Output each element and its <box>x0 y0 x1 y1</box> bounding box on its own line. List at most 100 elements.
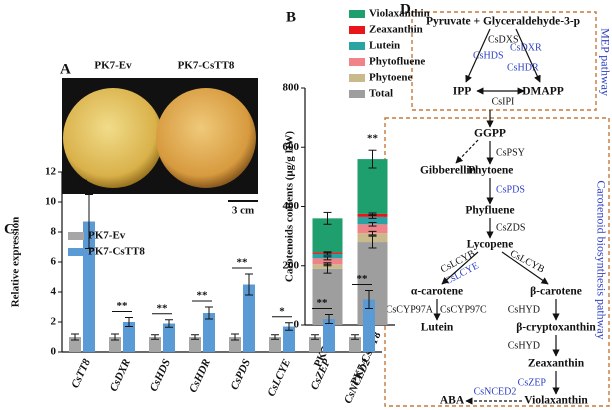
arrow <box>441 251 479 285</box>
bar <box>363 299 375 352</box>
legend-swatch <box>349 26 365 34</box>
bar <box>69 337 81 352</box>
y-tick-label: 400 <box>283 200 300 212</box>
bar <box>203 313 215 352</box>
legend-label: Total <box>369 88 393 100</box>
significance-label: * <box>279 305 285 317</box>
pathway-box <box>384 117 610 407</box>
bar <box>269 337 281 352</box>
legend-swatch <box>349 90 365 98</box>
enzyme: CsCYP97C <box>440 304 487 315</box>
y-tick-label: 0 <box>294 319 300 331</box>
photo-label: PK7-Ev <box>94 60 132 72</box>
panel-label: B <box>286 9 296 25</box>
panel-label: C <box>4 221 15 237</box>
compound: Phytoene <box>468 165 513 177</box>
enzyme: CsPDS <box>496 184 525 195</box>
bar <box>149 337 161 352</box>
bar <box>323 319 335 352</box>
bar <box>309 337 321 352</box>
enzyme: CsLCYB <box>508 248 546 275</box>
bar <box>243 284 255 352</box>
compound: Lutein <box>421 322 454 334</box>
compound: Zeaxanthin <box>528 358 585 370</box>
bar-segment <box>312 268 343 325</box>
legend-swatch <box>349 10 365 18</box>
arrow <box>465 28 491 83</box>
compound: DMAPP <box>522 86 564 98</box>
legend-label: Violaxanthin <box>369 8 430 20</box>
legend-swatch <box>349 74 365 82</box>
pathway-box <box>411 11 597 111</box>
compound: Gibberellin <box>420 165 477 177</box>
photo-label: PK7-CsTT8 <box>178 60 235 72</box>
enzyme: CsCYP97A <box>386 304 434 315</box>
x-tick-label: CsPDS <box>228 357 253 391</box>
bar <box>229 337 241 352</box>
enzyme: CsNCED2 <box>474 386 517 397</box>
bar-segment <box>357 216 388 225</box>
arrow <box>501 251 549 285</box>
bar <box>109 337 121 352</box>
y-axis-label: Carotenoids contents (μg/g DW) <box>284 131 296 283</box>
bar <box>189 337 201 352</box>
y-tick-label: 2 <box>51 316 57 328</box>
scale-bar-label: 3 cm <box>232 205 254 217</box>
legend-label: PK7-CsTT8 <box>88 246 145 258</box>
pathway-label: Carotenoid biosynthesis pathway <box>594 180 608 339</box>
significance-label: ** <box>367 133 379 145</box>
legend-swatch <box>68 232 84 240</box>
panel-label: D <box>400 1 411 17</box>
legend-label: Lutein <box>369 40 400 52</box>
y-tick-label: 6 <box>51 256 57 268</box>
enzyme: CsHYD <box>508 304 540 315</box>
legend-label: Phytoene <box>369 72 413 84</box>
y-tick-label: 10 <box>45 196 57 208</box>
significance-label: ** <box>197 290 209 302</box>
y-tick-label: 8 <box>51 226 57 238</box>
significance-label: ** <box>357 273 369 285</box>
x-tick-label: CsHDR <box>187 357 213 394</box>
compound: Pyruvate + Glyceraldehyde-3-p <box>426 16 580 28</box>
enzyme: CsIPI <box>492 96 515 107</box>
compound: IPP <box>453 86 472 98</box>
fruit-photo <box>156 88 256 188</box>
enzyme: CsHDR <box>507 62 539 73</box>
legend-swatch <box>68 248 84 256</box>
compound: β-carotene <box>530 286 582 298</box>
enzyme: CsZEP <box>518 377 547 388</box>
y-axis-label: Relative expression <box>10 217 22 308</box>
legend-swatch <box>349 58 365 66</box>
x-tick-label: CsHDS <box>148 357 173 393</box>
significance-label: ** <box>237 257 249 269</box>
y-tick-label: 800 <box>283 82 300 94</box>
bar <box>349 337 361 352</box>
legend-label: Zeaxanthin <box>369 24 423 36</box>
significance-label: ** <box>157 302 169 314</box>
y-tick-label: 4 <box>51 286 57 298</box>
y-tick-label: 600 <box>283 141 300 153</box>
compound: GGPP <box>474 128 506 140</box>
bar <box>123 322 135 352</box>
enzyme: CsPSY <box>496 147 525 158</box>
fruit-photo <box>63 88 163 188</box>
significance-label: ** <box>317 297 329 309</box>
legend-label: Phytofluene <box>369 56 425 68</box>
bar <box>283 326 295 352</box>
bar <box>83 221 95 352</box>
arrow <box>455 139 479 164</box>
compound: Phyfluene <box>465 205 514 217</box>
legend-swatch <box>349 42 365 50</box>
pathway-label: MEP pathway <box>598 28 612 96</box>
x-tick-label: CsLCYE <box>265 357 293 398</box>
panel-label: A <box>60 61 71 77</box>
significance-label: ** <box>77 177 89 189</box>
x-tick-label: CsTT8 <box>69 357 93 390</box>
compound: β-cryptoxanthin <box>516 322 596 334</box>
y-tick-label: 12 <box>45 166 57 178</box>
significance-label: ** <box>117 300 129 312</box>
enzyme: CsDXS <box>488 34 519 45</box>
compound: ABA <box>440 395 465 407</box>
arrow <box>515 28 541 83</box>
